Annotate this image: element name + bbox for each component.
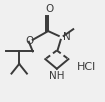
- Text: O: O: [45, 4, 53, 14]
- Text: HCl: HCl: [77, 62, 96, 72]
- Text: NH: NH: [49, 71, 65, 81]
- Text: N: N: [63, 32, 70, 42]
- Text: O: O: [26, 36, 34, 46]
